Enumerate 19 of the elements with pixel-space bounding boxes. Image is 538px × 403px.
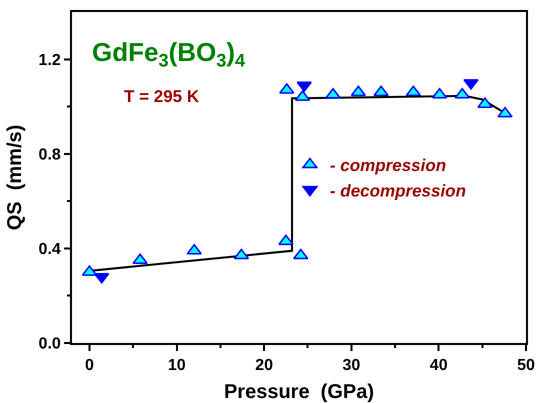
annotation: T = 295 K: [124, 87, 200, 106]
legend-label: - compression: [330, 156, 446, 176]
annotation: GdFe$_{3}$(BO$_{3}$)$_{4}$: [92, 37, 246, 70]
y-axis-title: QS (mm/s): [4, 124, 26, 230]
x-tick-label: 10: [168, 357, 186, 374]
point: [279, 83, 294, 94]
point: [186, 244, 202, 255]
point: [293, 248, 308, 260]
y-tick-label: 0.0: [38, 336, 61, 353]
x-tick-label: 40: [430, 357, 448, 374]
y-tick-label: 0.8: [38, 146, 61, 164]
x-tick-label: 30: [342, 357, 360, 374]
y-tick-label: 1.2: [38, 52, 61, 69]
legend-label: - decompression: [330, 181, 466, 200]
x-axis-title: Pressure (GPa): [224, 381, 374, 403]
x-tick-label: 50: [517, 357, 535, 374]
x-tick-label: 20: [255, 357, 274, 374]
x-tick-label: 0: [85, 357, 94, 374]
y-tick-label: 0.4: [38, 241, 61, 258]
